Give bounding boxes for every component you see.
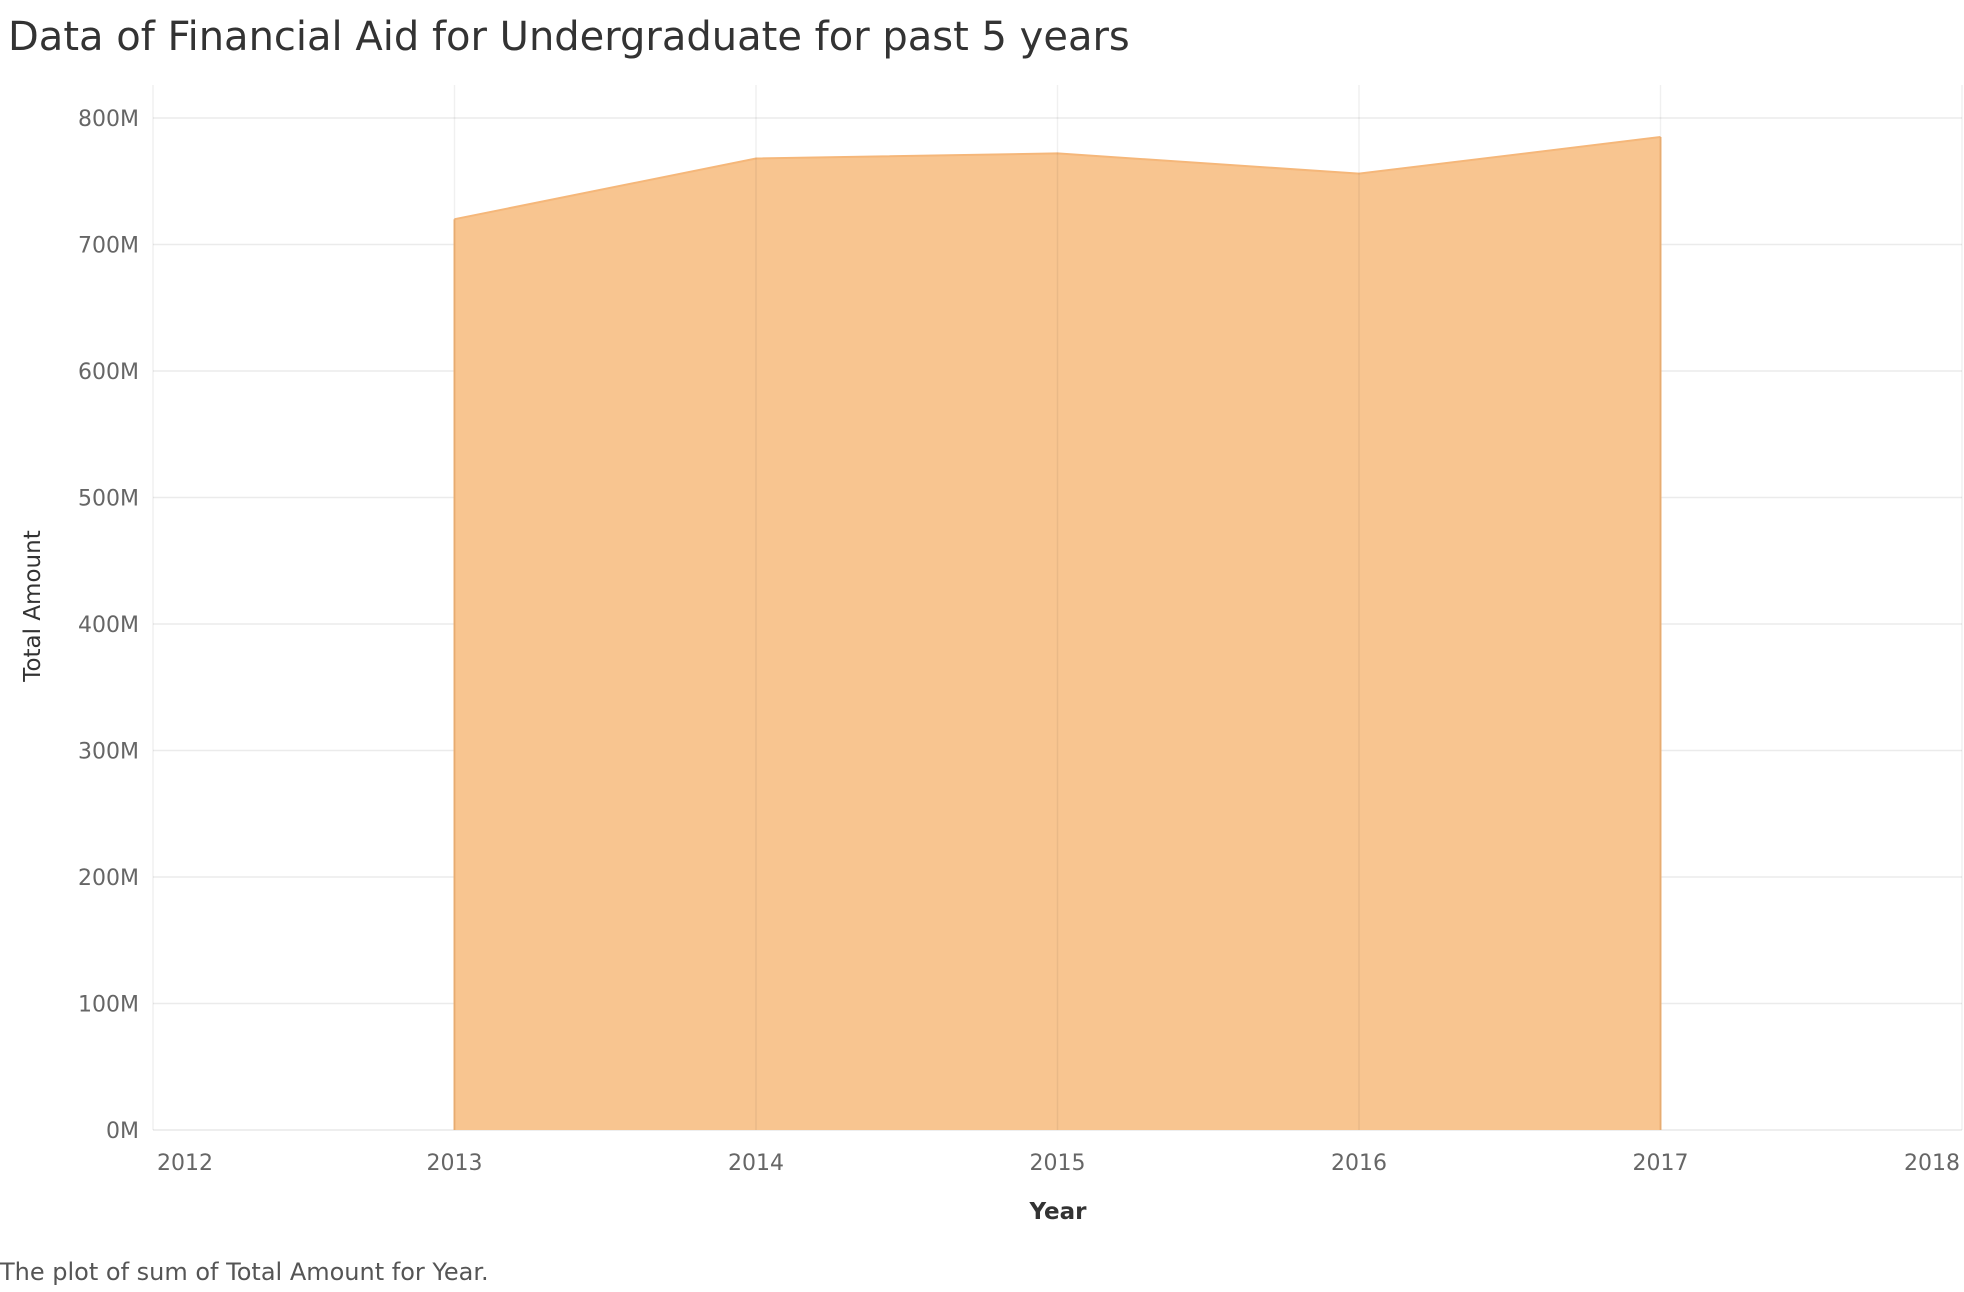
y-tick-label: 100M	[78, 993, 139, 1018]
x-tick-label: 2012	[157, 1151, 213, 1176]
x-tick-label: 2014	[728, 1151, 784, 1176]
chart-caption: The plot of sum of Total Amount for Year…	[0, 1258, 489, 1286]
x-tick-label: 2015	[1030, 1151, 1086, 1176]
area-line	[454, 135, 1661, 221]
y-tick-label: 500M	[78, 487, 139, 512]
chart-title: Data of Financial Aid for Undergraduate …	[8, 14, 1130, 60]
x-tick-label: 2013	[427, 1151, 483, 1176]
x-axis-ticks: 2012 2013 2014 2015 2016 2017 2018	[157, 1151, 1960, 1176]
y-tick-label: 600M	[78, 360, 139, 385]
y-axis-ticks: 0M 100M 200M 300M 400M 500M 600M 700M 800M	[78, 107, 139, 1144]
y-tick-label: 200M	[78, 866, 139, 891]
y-tick-label: 300M	[78, 740, 139, 765]
area-fill	[454, 136, 1661, 1131]
y-tick-label: 400M	[78, 613, 139, 638]
y-axis-title: Total Amount	[20, 530, 46, 682]
area-series	[453, 135, 1662, 1131]
y-tick-label: 800M	[78, 107, 139, 132]
y-tick-label: 700M	[78, 234, 139, 259]
x-tick-label: 2017	[1633, 1151, 1689, 1176]
y-tick-label: 0M	[106, 1119, 139, 1144]
vertical-grid-lines	[152, 85, 1963, 1130]
x-axis-title: Year	[1028, 1199, 1087, 1225]
x-tick-label: 2018	[1904, 1151, 1960, 1176]
x-tick-label: 2016	[1331, 1151, 1387, 1176]
